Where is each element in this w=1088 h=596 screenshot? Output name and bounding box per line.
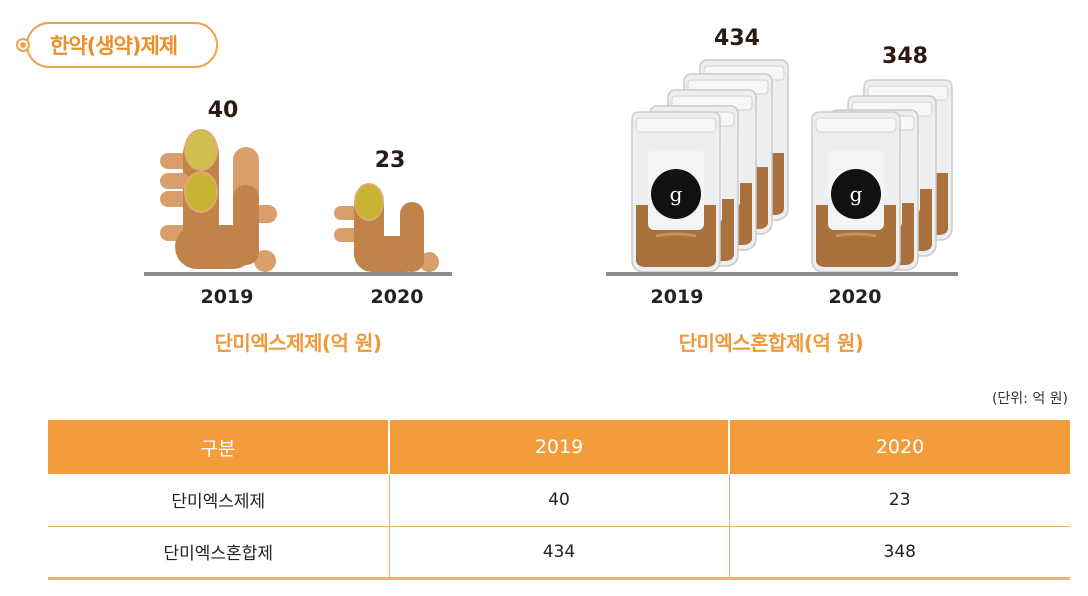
header-category: 구분 xyxy=(48,420,389,474)
table-header-row: 구분 2019 2020 xyxy=(48,420,1070,474)
row-label: 단미엑스제제 xyxy=(48,474,389,527)
header-2020: 2020 xyxy=(728,420,1070,474)
year-label-2020: 2020 xyxy=(828,286,882,308)
data-table: 구분 2019 2020 단미엑스제제 40 23 단미엑스혼합제 434 34… xyxy=(48,420,1070,580)
table-row: 단미엑스혼합제 434 348 xyxy=(48,526,1070,580)
value-label-2019: 434 xyxy=(714,26,760,51)
year-label-2019: 2019 xyxy=(200,286,254,308)
cell-2019: 434 xyxy=(388,526,729,580)
value-label-2019: 40 xyxy=(207,98,239,123)
header-2019: 2019 xyxy=(388,420,729,474)
cell-2020: 23 xyxy=(728,474,1070,527)
year-label-2019: 2019 xyxy=(650,286,704,308)
herbal-pouch-icon: g xyxy=(811,79,953,272)
svg-text:g: g xyxy=(850,182,863,206)
chart-label-right: 단미엑스혼합제(억 원) xyxy=(678,331,864,355)
section-title: 한약(생약)제제 xyxy=(16,22,218,68)
table-row: 단미엑스제제 40 23 xyxy=(48,474,1070,527)
herbal-pouch-icon: g xyxy=(631,59,789,272)
cell-2020: 348 xyxy=(728,526,1070,580)
value-label-2020: 348 xyxy=(882,44,928,69)
cell-2019: 40 xyxy=(388,474,729,527)
x-axis-left xyxy=(144,272,452,276)
value-label-2020: 23 xyxy=(374,148,406,173)
unit-note: (단위: 억 원) xyxy=(991,391,1068,407)
svg-text:g: g xyxy=(670,182,683,206)
x-axis-right xyxy=(606,272,958,276)
section-title-text: 한약(생약)제제 xyxy=(50,34,178,58)
ginseng-root-icon xyxy=(160,129,277,272)
ginseng-root-icon xyxy=(334,183,439,272)
row-label: 단미엑스혼합제 xyxy=(48,526,389,580)
chart-label-left: 단미엑스제제(억 원) xyxy=(214,331,382,355)
bullet-icon xyxy=(16,38,30,52)
year-label-2020: 2020 xyxy=(370,286,424,308)
